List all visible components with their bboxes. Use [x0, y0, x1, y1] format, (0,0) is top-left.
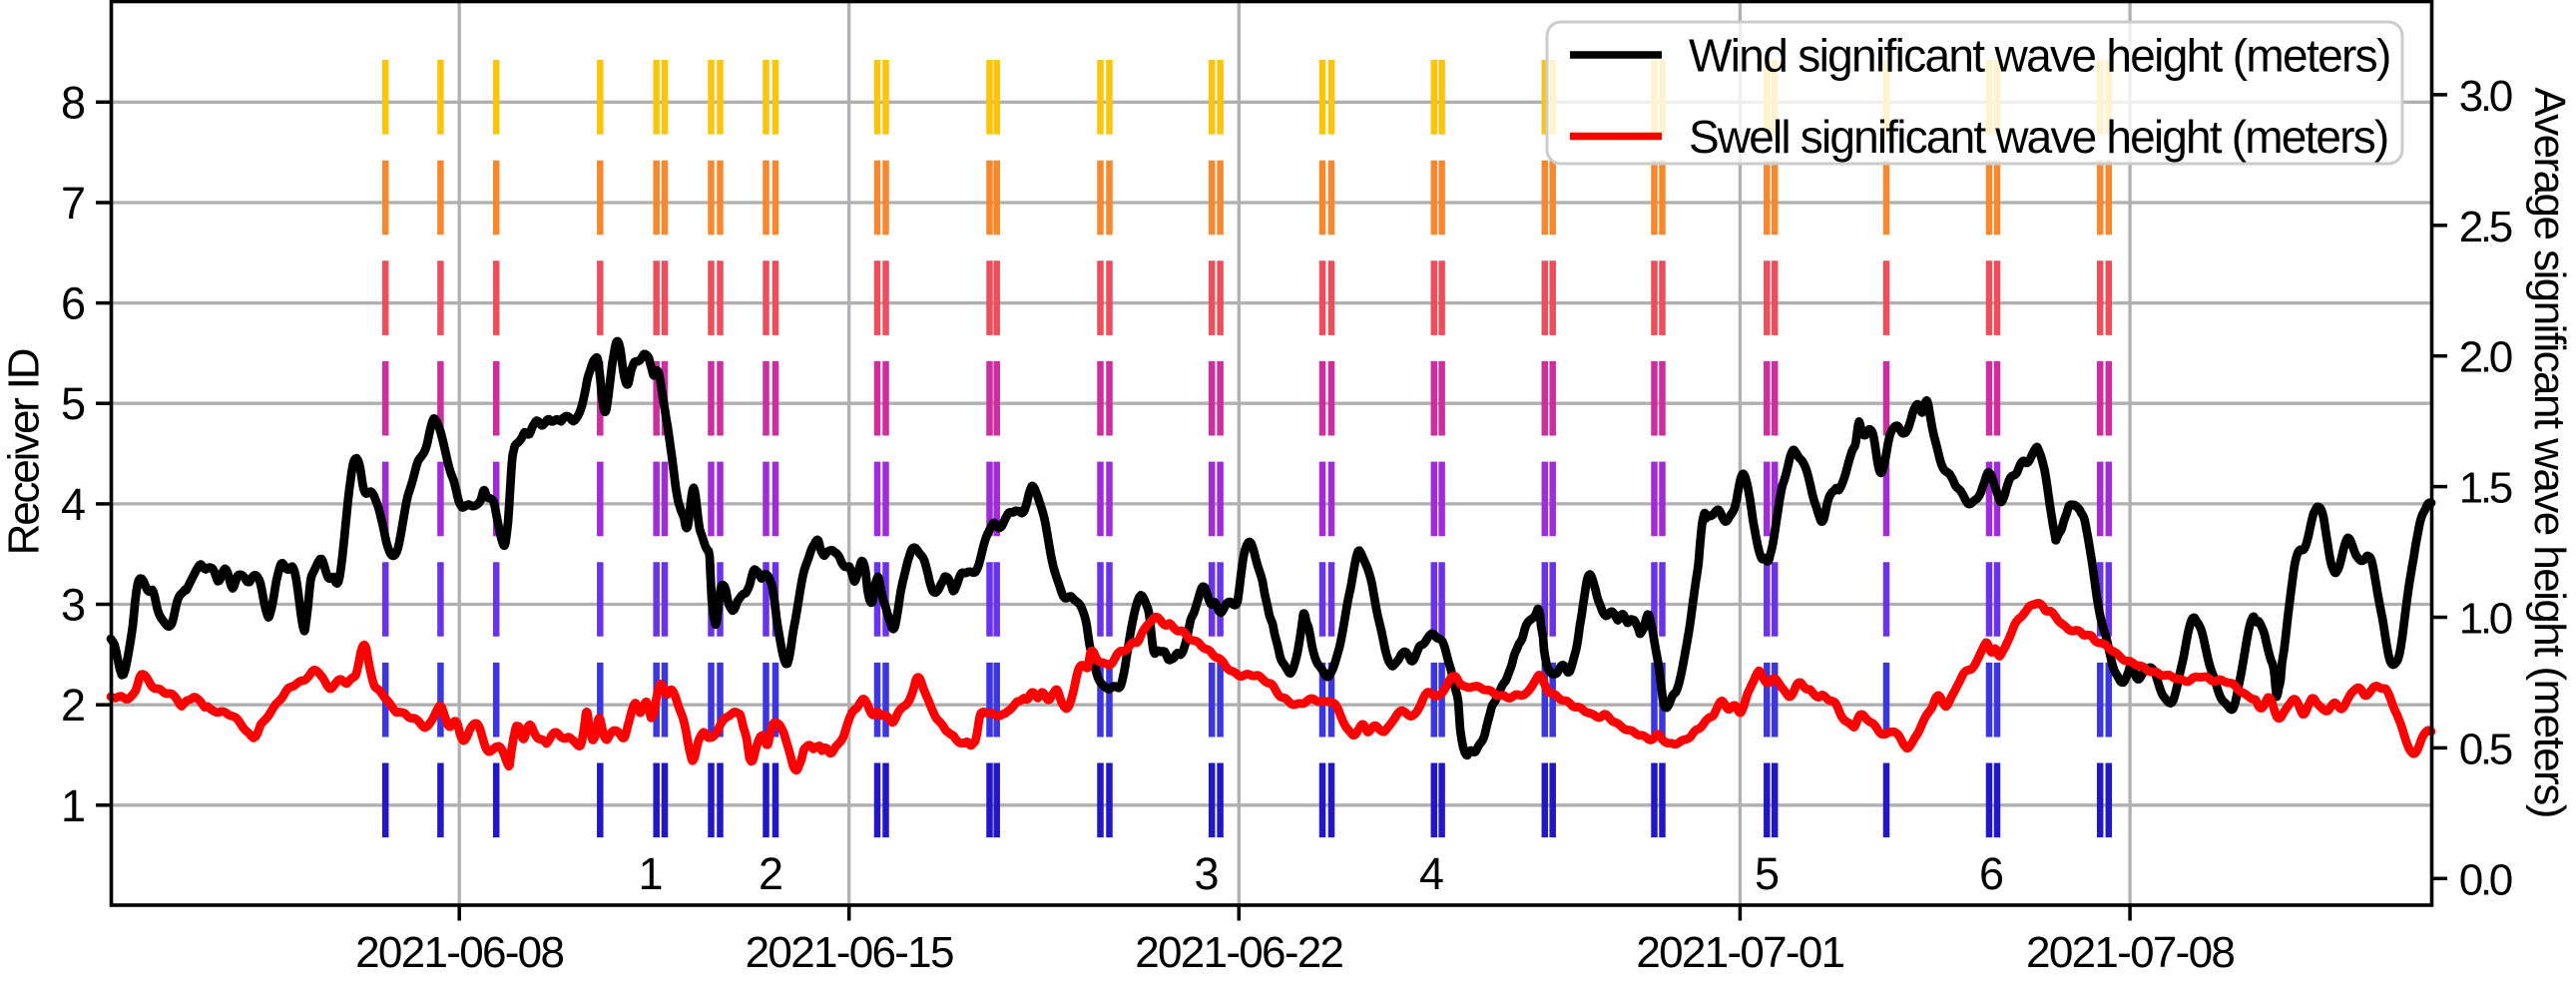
svg-text:5: 5	[61, 378, 86, 429]
svg-text:2: 2	[61, 680, 86, 731]
svg-text:0.0: 0.0	[2459, 855, 2512, 904]
svg-text:2021-06-22: 2021-06-22	[1135, 928, 1342, 977]
svg-text:3: 3	[61, 580, 86, 631]
svg-text:Average significant wave heigh: Average significant wave height (meters)	[2525, 87, 2574, 817]
svg-text:4: 4	[61, 479, 86, 530]
svg-text:Receiver ID: Receiver ID	[0, 349, 49, 555]
svg-text:1: 1	[638, 848, 663, 899]
svg-text:1.5: 1.5	[2459, 464, 2512, 513]
svg-text:6: 6	[61, 278, 86, 329]
svg-text:7: 7	[61, 178, 86, 229]
svg-text:2: 2	[759, 848, 783, 899]
svg-text:1.0: 1.0	[2459, 595, 2512, 644]
svg-text:5: 5	[1755, 848, 1780, 899]
svg-text:1: 1	[61, 780, 86, 831]
svg-text:4: 4	[1419, 848, 1444, 899]
svg-text:2.0: 2.0	[2459, 333, 2512, 382]
svg-text:0.5: 0.5	[2459, 725, 2512, 773]
svg-text:6: 6	[1979, 848, 2004, 899]
svg-text:3: 3	[1194, 848, 1219, 899]
svg-text:3.0: 3.0	[2459, 72, 2512, 121]
svg-text:2021-06-15: 2021-06-15	[746, 928, 953, 977]
svg-text:2021-07-08: 2021-07-08	[2026, 928, 2234, 977]
svg-text:2021-06-08: 2021-06-08	[355, 928, 563, 977]
svg-text:2.5: 2.5	[2459, 203, 2512, 251]
svg-text:Wind significant wave height (: Wind significant wave height (meters)	[1689, 30, 2390, 82]
svg-text:2021-07-01: 2021-07-01	[1636, 928, 1843, 977]
svg-text:8: 8	[61, 77, 86, 128]
svg-text:Swell significant wave height: Swell significant wave height (meters)	[1689, 111, 2387, 163]
